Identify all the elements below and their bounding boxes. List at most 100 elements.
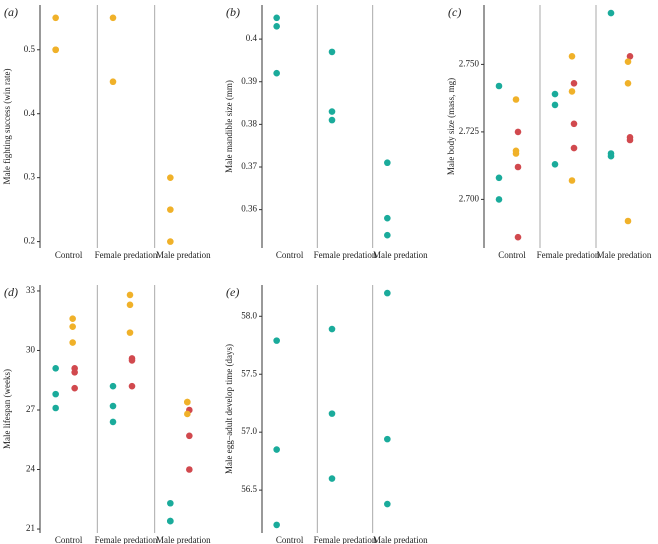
x-tick-label: Male predation: [597, 250, 652, 260]
point: [186, 466, 193, 473]
point: [514, 128, 522, 136]
y-tick-label: 21: [26, 523, 35, 533]
point: [328, 48, 336, 56]
point: [512, 96, 520, 103]
point: [126, 291, 134, 299]
point: [328, 475, 336, 482]
point: [167, 499, 174, 507]
point: [495, 174, 503, 182]
point: [273, 14, 280, 22]
y-tick-label: 58.0: [241, 310, 257, 320]
point: [512, 150, 520, 157]
panel-tag: (d): [4, 285, 18, 299]
y-tick-label: 56.5: [241, 484, 257, 494]
x-tick-label: Female predation: [95, 535, 158, 544]
point: [184, 410, 191, 418]
point: [109, 14, 117, 22]
y-tick-label: 0.38: [241, 118, 257, 128]
point: [273, 337, 280, 344]
x-tick-label: Control: [276, 535, 304, 544]
x-tick-label: Male predation: [373, 250, 428, 260]
point: [128, 357, 136, 364]
point: [126, 329, 134, 336]
y-axis-title: Male lifespan (weeks): [2, 369, 12, 449]
point: [273, 69, 280, 77]
point: [273, 23, 280, 30]
x-tick-label: Male predation: [156, 250, 211, 260]
point: [626, 136, 634, 144]
y-axis-title: Male egg–adult develop time (days): [224, 344, 234, 474]
y-tick-label: 2.725: [459, 126, 480, 136]
point: [52, 404, 59, 412]
y-tick-label: 0.3: [24, 172, 36, 182]
point: [384, 231, 391, 239]
x-tick-label: Control: [55, 535, 83, 544]
x-tick-label: Female predation: [95, 250, 158, 260]
point: [273, 446, 280, 453]
point: [328, 108, 336, 115]
x-tick-label: Control: [55, 250, 83, 260]
y-tick-label: 33: [26, 285, 36, 295]
y-tick-label: 0.39: [241, 76, 257, 86]
point: [328, 410, 336, 417]
point: [167, 206, 174, 213]
panel-tag: (c): [448, 5, 461, 19]
panel-tag: (a): [4, 5, 18, 19]
point: [52, 365, 59, 372]
y-axis-title: Male body size (mass, mg): [446, 78, 456, 175]
point: [128, 382, 136, 390]
point: [167, 517, 174, 525]
y-tick-label: 2.700: [459, 193, 480, 203]
x-tick-label: Control: [276, 250, 304, 260]
point: [69, 315, 76, 323]
y-tick-label: 0.37: [241, 161, 257, 171]
point: [184, 398, 191, 406]
point: [624, 217, 632, 225]
x-tick-label: Female predation: [537, 250, 600, 260]
y-tick-label: 57.0: [241, 426, 257, 436]
point: [551, 90, 559, 98]
point: [384, 435, 391, 443]
x-tick-label: Control: [498, 250, 526, 260]
y-axis-title: Male mandible size (mm): [224, 80, 234, 173]
point: [52, 46, 59, 54]
point: [607, 9, 615, 17]
point: [626, 53, 634, 60]
point: [570, 144, 578, 152]
panel-tag: (b): [226, 5, 240, 19]
point: [126, 301, 134, 309]
point: [384, 159, 391, 167]
point: [495, 196, 503, 203]
point: [52, 390, 59, 398]
y-tick-label: 0.4: [24, 108, 36, 118]
point: [551, 101, 559, 109]
y-tick-label: 0.5: [24, 44, 36, 54]
point: [514, 233, 522, 241]
y-tick-label: 27: [26, 404, 36, 414]
point: [167, 238, 174, 245]
point: [384, 214, 391, 222]
point: [69, 339, 76, 346]
y-axis-title: Male fighting success (win rate): [2, 69, 12, 185]
point: [495, 82, 503, 90]
y-tick-label: 0.36: [241, 204, 257, 214]
point: [273, 521, 280, 529]
point: [109, 402, 117, 410]
point: [624, 58, 632, 65]
point: [568, 53, 576, 60]
point: [570, 80, 578, 87]
point: [167, 174, 174, 181]
point: [71, 384, 78, 392]
panel-tag: (e): [226, 285, 239, 299]
point: [384, 289, 391, 297]
point: [186, 432, 193, 440]
point: [328, 325, 336, 333]
point: [607, 152, 615, 160]
point: [384, 500, 391, 508]
x-tick-label: Female predation: [314, 250, 377, 260]
x-tick-label: Female predation: [314, 535, 377, 544]
point: [109, 78, 117, 86]
x-tick-label: Male predation: [373, 535, 428, 544]
y-tick-label: 24: [26, 464, 36, 474]
